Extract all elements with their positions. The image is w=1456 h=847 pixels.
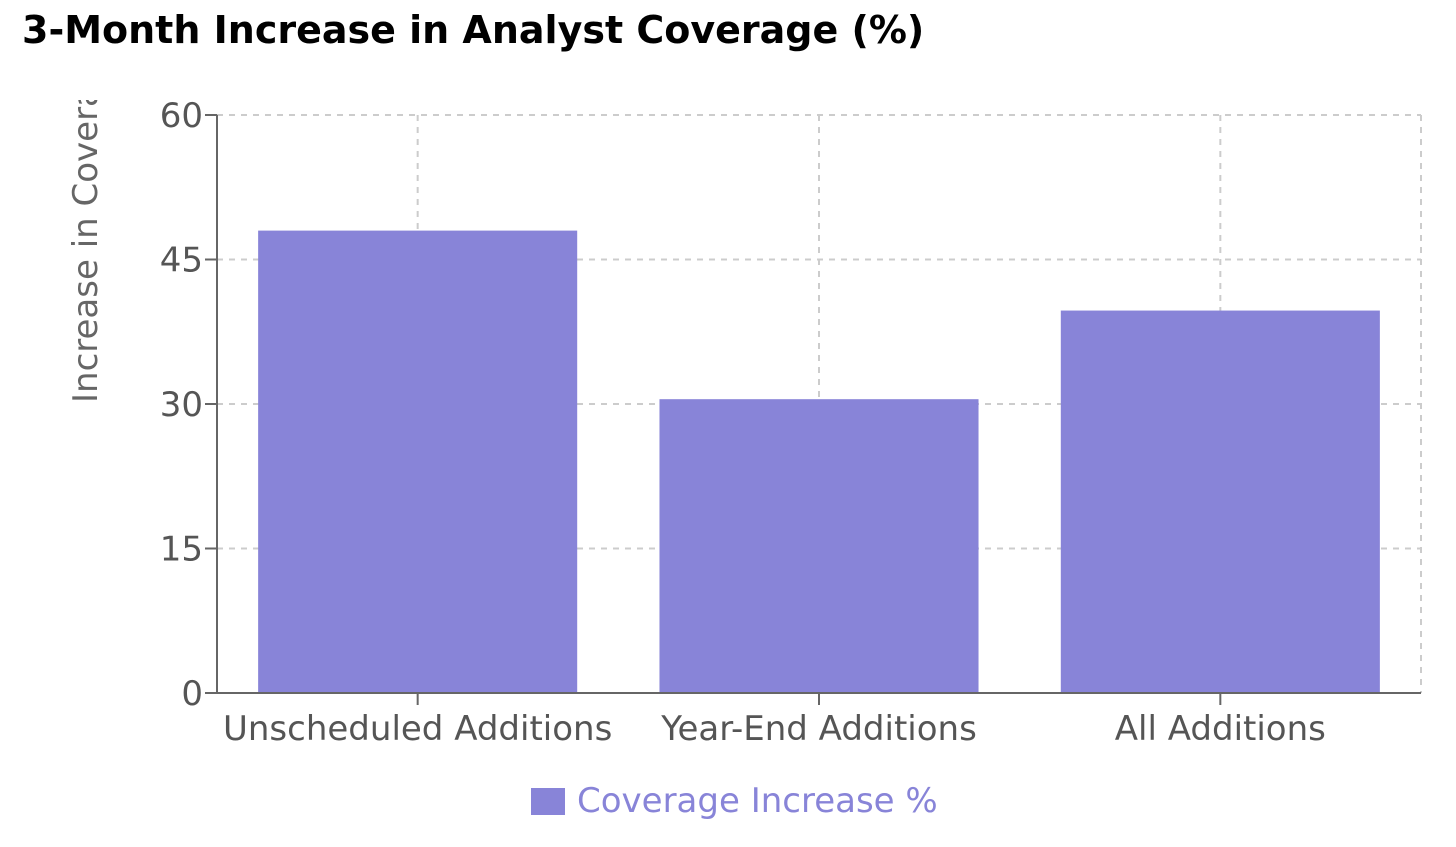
y-tick-label: 15	[160, 530, 203, 570]
bar[interactable]	[1060, 310, 1380, 693]
bars	[258, 230, 1380, 693]
y-tick-label: 0	[181, 674, 203, 714]
bar[interactable]	[258, 230, 578, 693]
legend-swatch	[531, 788, 565, 815]
bar[interactable]	[659, 399, 979, 693]
x-tick-label: Unscheduled Additions	[223, 709, 612, 749]
y-tick-label: 30	[160, 385, 203, 425]
legend-label: Coverage Increase %	[577, 781, 938, 821]
x-tick-label: Year-End Additions	[660, 709, 977, 749]
y-axis-title: Increase in Coverage (%)	[66, 0, 106, 403]
y-axis-ticks: 0 15 30 45 60	[160, 96, 217, 714]
chart-title: 3-Month Increase in Analyst Coverage (%)	[22, 8, 925, 52]
x-axis-ticks: Unscheduled Additions Year-End Additions A…	[223, 693, 1326, 749]
legend: Coverage Increase %	[531, 781, 938, 821]
y-tick-label: 60	[160, 96, 203, 136]
y-tick-label: 45	[160, 241, 203, 281]
x-tick-label: All Additions	[1115, 709, 1326, 749]
